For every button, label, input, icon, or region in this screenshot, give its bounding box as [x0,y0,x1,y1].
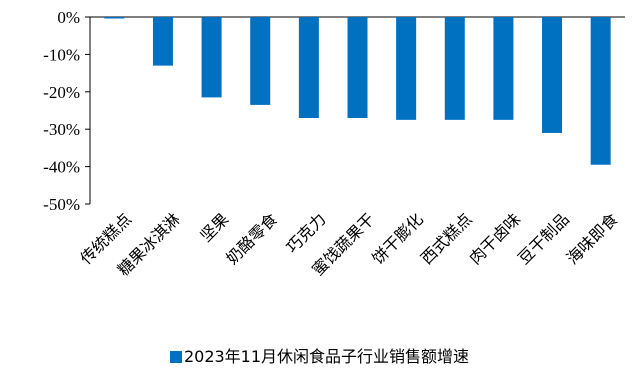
y-tick-label: -20% [43,83,80,102]
x-tick-label: 豆干制品 [514,209,573,268]
bar [444,17,465,120]
bars [104,17,611,165]
bar [347,17,368,118]
y-tick-label: -10% [43,45,80,64]
bar [590,17,611,165]
bar [152,17,173,66]
x-tick-label: 饼干膨化 [368,209,427,268]
y-tick-label: -50% [43,195,80,214]
x-tick-label: 奶酪零食 [222,209,281,268]
bar [298,17,319,118]
bar [493,17,514,120]
legend-swatch [169,351,182,363]
x-tick-label: 西式糕点 [417,209,476,268]
y-tick-label: 0% [57,8,80,27]
legend-label: 2023年11月休闲食品子行业销售额增速 [183,347,470,366]
bar [250,17,271,105]
x-tick-label: 巧克力 [282,209,329,256]
bar [396,17,417,120]
x-tick-label: 坚果 [196,209,232,245]
bar [104,17,125,19]
bar [542,17,563,133]
bar [201,17,222,98]
legend: 2023年11月休闲食品子行业销售额增速 [0,343,639,367]
y-axis: 0% -10% -20% -30% -40% -50% [43,8,625,214]
x-tick-label: 肉干卤味 [466,209,525,268]
y-tick-label: -30% [43,120,80,139]
x-tick-label: 海味即食 [563,209,622,268]
y-tick-label: -40% [43,158,80,177]
